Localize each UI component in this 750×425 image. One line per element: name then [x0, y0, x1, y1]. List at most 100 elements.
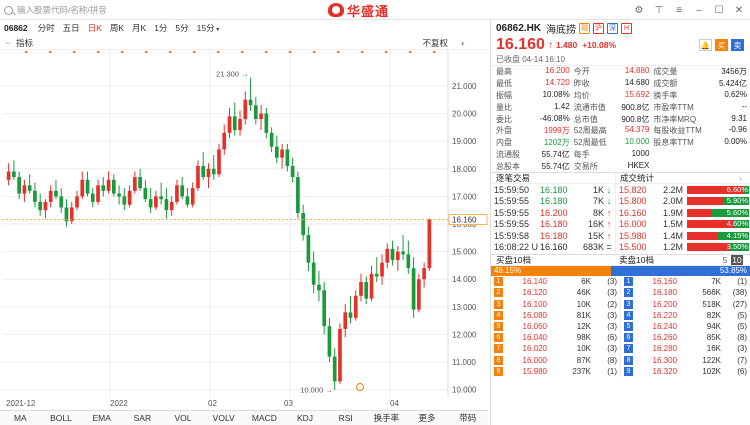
indicator-tab[interactable]: 带码: [459, 413, 477, 423]
ask-price: 16.200: [652, 299, 677, 309]
settings-icon[interactable]: ⚙: [634, 4, 644, 16]
indicator-tab[interactable]: 更多: [418, 413, 436, 423]
stat-value: -0.96: [728, 125, 747, 135]
ask-row[interactable]: 9 16.320 102K (6): [624, 366, 749, 377]
period-tab[interactable]: 日K: [87, 23, 102, 33]
event-marker: [48, 50, 52, 54]
adjust-select[interactable]: 不复权: [422, 37, 448, 48]
candle-body: [201, 166, 206, 178]
maximize-icon[interactable]: ☐: [714, 4, 724, 16]
indicator-tab[interactable]: BOLL: [50, 413, 72, 423]
bid-row[interactable]: 3 16.100 10K (2): [494, 299, 620, 310]
ask-row[interactable]: 7 16.280 16K (3): [624, 343, 749, 354]
stat-value: 55.74亿: [541, 149, 570, 159]
ask-row[interactable]: 5 16.240 94K (5): [624, 321, 749, 332]
ask-row[interactable]: 2 16.180 566K (38): [624, 287, 749, 298]
bid-level: 1: [494, 277, 503, 287]
search-input[interactable]: 输入股票代码/名称/拼音: [17, 5, 107, 15]
pin-icon[interactable]: ⊤: [654, 4, 664, 16]
candle-body: [359, 282, 363, 296]
ask-volume: 82K: [706, 310, 721, 320]
indicator-tab[interactable]: SAR: [133, 413, 152, 423]
volstat-row: 15.800 2.0M 5.90%: [619, 196, 749, 208]
expand-icon[interactable]: ›: [739, 173, 742, 184]
menu-icon[interactable]: ≡: [676, 4, 682, 16]
period-tab[interactable]: 五日: [62, 23, 80, 33]
period-tab[interactable]: 1分: [154, 23, 168, 33]
ask-level: 7: [624, 344, 633, 354]
quote-name: 海底捞: [546, 24, 577, 36]
buy-button[interactable]: 买: [715, 39, 728, 51]
period-tab[interactable]: 月K: [132, 23, 147, 33]
stat-label: 股息率TTM: [653, 138, 694, 148]
period-tab[interactable]: 5分: [175, 23, 189, 33]
sell-button[interactable]: 卖: [731, 39, 744, 51]
ask-row[interactable]: 6 16.260 85K (8): [624, 332, 749, 343]
ask-row[interactable]: 3 16.200 518K (27): [624, 299, 749, 310]
period-tab[interactable]: 15分: [193, 22, 224, 34]
up-arrow-icon: ↑: [547, 39, 553, 51]
bid-row[interactable]: 8 16.000 87K (8): [494, 354, 620, 365]
direction-arrow-icon: ↓: [606, 196, 612, 207]
direction-arrow-icon: ↑: [606, 207, 612, 218]
collapse-icon[interactable]: ⇔: [4, 38, 12, 47]
bid-row[interactable]: 2 16.120 46K (3): [494, 287, 620, 298]
indicator-tab[interactable]: EMA: [92, 413, 111, 423]
bid-row[interactable]: 9 15.980 237K (1): [494, 366, 620, 377]
stat-cell: 成交额 5.424亿: [653, 78, 747, 89]
stat-label: 市盈率TTM: [653, 102, 694, 112]
levels-5-toggle[interactable]: 5: [722, 255, 728, 266]
stat-cell: 成交量 3456万: [653, 66, 747, 77]
stat-label: 总股本: [496, 161, 520, 171]
trade-time: 15:59:58: [494, 230, 530, 241]
stat-value: 54.379: [624, 125, 650, 135]
candle-body: [417, 279, 421, 310]
volstat-price: 16.000: [619, 219, 647, 230]
period-tab[interactable]: 周K: [109, 23, 125, 33]
ask-row[interactable]: 4 16.220 82K (5): [624, 310, 749, 321]
candle-body: [353, 295, 358, 318]
levels-10-toggle[interactable]: 10: [731, 255, 743, 266]
search-box[interactable]: 输入股票代码/名称/拼音: [2, 3, 162, 17]
ask-volume: 566K: [702, 288, 721, 298]
bid-orders: (1): [607, 366, 617, 376]
bid-row[interactable]: 7 16.020 10K (3): [494, 343, 620, 354]
sell-volume-fill: [733, 220, 749, 229]
period-tab[interactable]: 分时: [37, 23, 55, 33]
trade-row: 16:08:22 U 16.160 683K =: [494, 242, 615, 254]
indicator-tab[interactable]: 换手率: [373, 413, 400, 423]
candle-body: [175, 185, 179, 202]
alert-bell-icon[interactable]: 🔔: [699, 39, 712, 51]
volstat-pct: 5.90%: [726, 196, 748, 206]
stat-cell: 外盘 1999万: [496, 125, 574, 136]
ask-row[interactable]: 1 16.160 7K (1): [624, 276, 749, 287]
minimize-icon[interactable]: –: [696, 4, 702, 16]
indicator-button[interactable]: 指标: [16, 37, 34, 48]
indicator-tab[interactable]: RSI: [338, 413, 353, 423]
indicator-tab[interactable]: MA: [13, 413, 27, 423]
bid-price: 16.120: [522, 288, 547, 298]
indicator-tab[interactable]: MACD: [251, 413, 277, 423]
bid-row[interactable]: 1 16.140 6K (3): [494, 276, 620, 287]
bid-row[interactable]: 4 16.080 81K (3): [494, 310, 620, 321]
event-marker: [144, 50, 148, 54]
stat-value: 55.74亿: [541, 161, 570, 171]
chart-settings-icon[interactable]: ◐: [460, 37, 466, 48]
indicator-tab[interactable]: VOL: [174, 413, 192, 423]
bid-row[interactable]: 6 16.040 98K (6): [494, 332, 620, 343]
candle-body: [75, 196, 79, 208]
candle-body: [248, 99, 253, 106]
stats-row: 外盘 1999万 52周最高 54.379 每股收益TTM -0.96: [496, 125, 747, 137]
close-icon[interactable]: ✕: [734, 4, 744, 16]
equal-icon: =: [606, 242, 612, 253]
trades-title[interactable]: 逐笔交易: [496, 173, 531, 184]
candle-body: [301, 212, 305, 236]
volstats-title[interactable]: 成交统计: [615, 172, 739, 185]
indicator-tab[interactable]: VOLV: [212, 413, 235, 423]
bid-row[interactable]: 5 16.060 12K (3): [494, 321, 620, 332]
kline-chart[interactable]: 21.00020.00019.00018.00017.00016.00015.0…: [0, 50, 488, 398]
ask-row[interactable]: 8 16.300 122K (7): [624, 354, 749, 365]
sell-volume-fill: [718, 231, 749, 240]
sell-volume-fill: [730, 243, 749, 252]
indicator-tab[interactable]: KDJ: [297, 413, 314, 423]
